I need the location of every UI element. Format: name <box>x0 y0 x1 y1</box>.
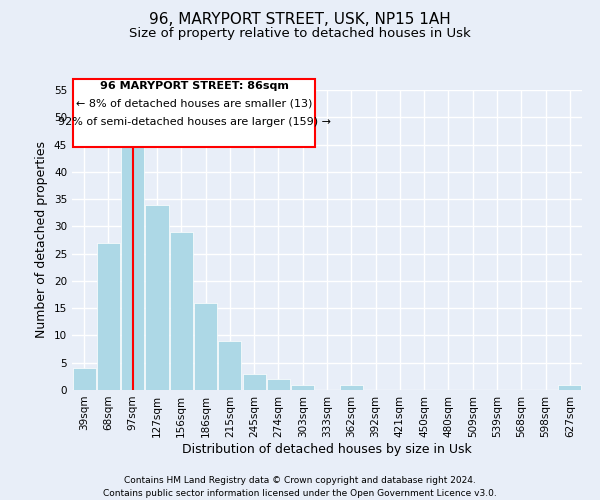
Text: 96, MARYPORT STREET, USK, NP15 1AH: 96, MARYPORT STREET, USK, NP15 1AH <box>149 12 451 28</box>
Bar <box>97 242 120 390</box>
Bar <box>145 204 169 390</box>
Bar <box>73 368 95 390</box>
X-axis label: Distribution of detached houses by size in Usk: Distribution of detached houses by size … <box>182 442 472 456</box>
Bar <box>559 384 581 390</box>
Text: Size of property relative to detached houses in Usk: Size of property relative to detached ho… <box>129 28 471 40</box>
Bar <box>194 302 217 390</box>
Y-axis label: Number of detached properties: Number of detached properties <box>35 142 49 338</box>
Bar <box>121 139 144 390</box>
Bar <box>340 384 363 390</box>
Text: Contains HM Land Registry data © Crown copyright and database right 2024.
Contai: Contains HM Land Registry data © Crown c… <box>103 476 497 498</box>
Text: ← 8% of detached houses are smaller (13): ← 8% of detached houses are smaller (13) <box>76 98 312 108</box>
Bar <box>170 232 193 390</box>
Text: 92% of semi-detached houses are larger (159) →: 92% of semi-detached houses are larger (… <box>58 116 331 126</box>
Bar <box>242 374 266 390</box>
Bar <box>218 341 241 390</box>
Bar <box>267 379 290 390</box>
Bar <box>291 384 314 390</box>
Text: 96 MARYPORT STREET: 86sqm: 96 MARYPORT STREET: 86sqm <box>100 80 289 90</box>
FancyBboxPatch shape <box>73 79 315 148</box>
